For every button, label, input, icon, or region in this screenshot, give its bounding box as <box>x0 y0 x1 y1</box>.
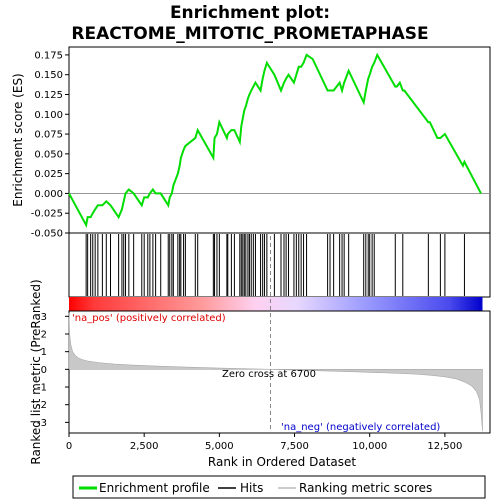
top-y-tick-label: 0.050 <box>34 149 63 160</box>
chart-title-line1: Enrichment plot: <box>170 3 330 23</box>
x-tick-label: 7,500 <box>280 441 309 452</box>
hits-panel <box>68 232 491 298</box>
top-y-axis-label: Enrichment score (ES) <box>11 73 25 206</box>
legend-hits-label: Hits <box>240 481 263 495</box>
enrichment-profile-line <box>68 52 482 229</box>
top-y-tick-label: 0.100 <box>34 110 63 121</box>
bottom-y-tick-label: -3 <box>37 418 47 429</box>
positive-correlation-label: 'na_pos' (positively correlated) <box>72 313 226 324</box>
ranking-color-bar <box>69 297 483 311</box>
top-plot-frame <box>68 46 491 234</box>
bottom-y-tick-label: 2 <box>41 329 47 340</box>
top-y-tick-label: -0.050 <box>31 229 63 240</box>
zero-cross-label: Zero cross at 6700 <box>222 369 316 380</box>
legend: Enrichment profile Hits Ranking metric s… <box>72 475 486 499</box>
top-y-tick-label: 0.025 <box>34 169 63 180</box>
bottom-y-tick-label: -2 <box>37 400 47 411</box>
x-tick-label: 5,000 <box>205 441 234 452</box>
top-y-tick-label: 0.150 <box>34 70 63 81</box>
top-y-tick-label: 0.000 <box>34 189 63 200</box>
bottom-x-ticks: 0 2,500 5,000 7,500 10,000 12,500 <box>66 433 462 452</box>
top-y-tick-label: 0.125 <box>34 90 63 101</box>
negative-correlation-label: 'na_neg' (negatively correlated) <box>281 422 440 433</box>
top-y-tick-label: 0.075 <box>34 130 63 141</box>
legend-metric-label: Ranking metric scores <box>299 481 432 495</box>
ranking-metric-area <box>68 312 483 432</box>
bottom-y-axis-label: Ranked list metric (PreRanked) <box>29 279 43 464</box>
legend-enrichment-label: Enrichment profile <box>99 481 210 495</box>
x-tick-label: 2,500 <box>130 441 159 452</box>
bottom-y-tick-label: 3 <box>41 312 47 323</box>
chart-title-line2: REACTOME_MITOTIC_PROMETAPHASE <box>71 24 428 44</box>
x-tick-label: 12,500 <box>427 441 462 452</box>
hits-frame <box>68 232 491 298</box>
hits-lines <box>85 234 465 296</box>
top-y-tick-label: 0.175 <box>34 50 63 61</box>
bottom-y-tick-label: 1 <box>41 347 47 358</box>
top-y-tick-label: -0.025 <box>31 209 63 220</box>
x-tick-label: 10,000 <box>352 441 387 452</box>
top-y-ticks: -0.050 -0.025 0.000 0.025 0.050 0.075 0.100 0.1… <box>31 50 69 240</box>
x-tick-label: 0 <box>66 441 72 452</box>
x-axis-label: Rank in Ordered Dataset <box>208 455 356 469</box>
legend-box <box>72 475 486 499</box>
bottom-y-tick-label: 0 <box>41 365 47 376</box>
enrichment-score-panel: -0.050 -0.025 0.000 0.025 0.050 0.075 0.100 0.1… <box>11 46 491 240</box>
bottom-y-ticks: -3 -2 -1 0 1 2 3 <box>37 312 69 429</box>
bottom-y-tick-label: -1 <box>37 383 47 394</box>
